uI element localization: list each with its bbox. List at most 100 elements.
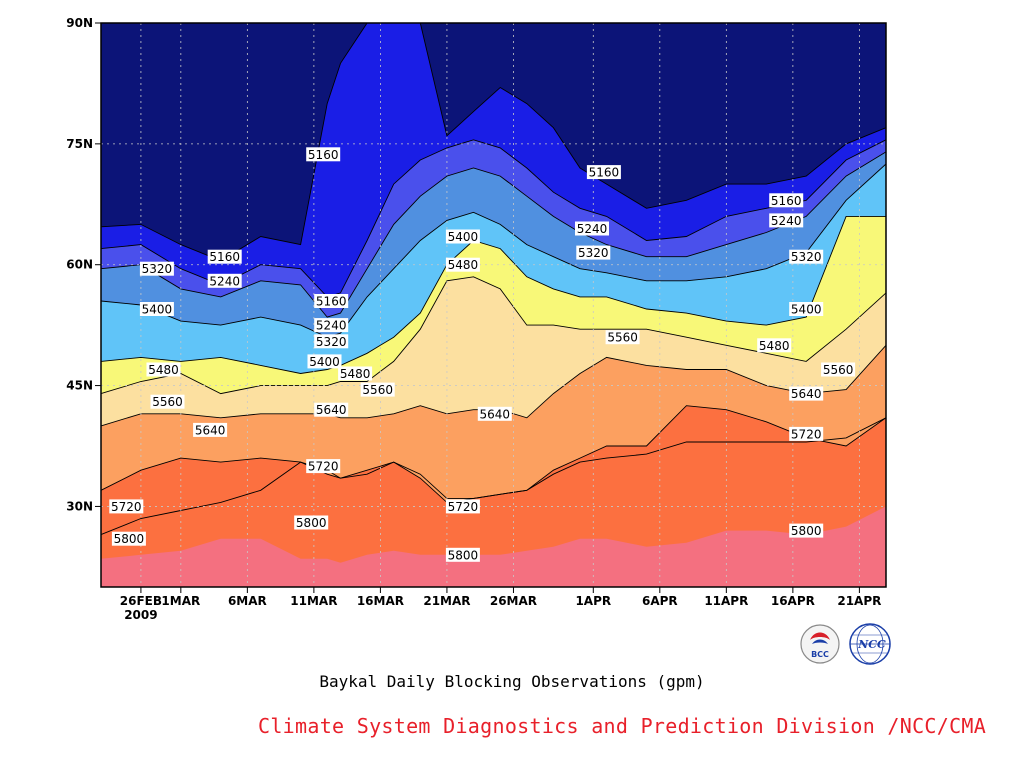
contour-label-5640: 5640	[480, 407, 511, 421]
contour-line-5800	[100, 417, 887, 536]
contour-label-5480: 5480	[448, 258, 479, 272]
bcc-logo-text: BCC	[811, 650, 829, 659]
x-tick-label: 6APR	[642, 594, 678, 608]
contour-label-bg	[139, 261, 174, 276]
contour-label-bg	[789, 386, 824, 401]
x-tick-label: 1APR	[575, 594, 611, 608]
contour-label-5400: 5400	[791, 303, 822, 317]
x-tick-label: 1MAR	[161, 594, 200, 608]
contour-label-5640: 5640	[791, 387, 822, 401]
contour-label-5800: 5800	[114, 532, 145, 546]
contour-label-5320: 5320	[142, 262, 173, 276]
contour-label-bg	[109, 499, 144, 514]
plot-frame	[100, 22, 887, 588]
contour-label-5720: 5720	[448, 500, 479, 514]
contour-label-5800: 5800	[791, 524, 822, 538]
contour-label-bg	[338, 366, 373, 381]
contour-label-5160: 5160	[316, 295, 347, 309]
contour-label-bg	[207, 249, 242, 264]
contour-label-5480: 5480	[759, 339, 790, 353]
contour-label-bg	[757, 338, 792, 353]
contour-label-5400: 5400	[142, 303, 173, 317]
x-year-label: 2009	[124, 608, 157, 622]
contour-label-bg	[605, 330, 640, 345]
x-tick-label: 21MAR	[423, 594, 470, 608]
contour-label-5160: 5160	[771, 194, 802, 208]
contour-label-bg	[139, 302, 174, 316]
contour-label-5640: 5640	[316, 403, 347, 417]
contour-label-bg	[445, 547, 480, 562]
contour-line-layer	[100, 22, 887, 536]
contour-label-5720: 5720	[791, 427, 822, 441]
contour-label-bg	[314, 402, 349, 417]
contour-label-layer: 5160516053205240540054805560564057205800…	[109, 147, 856, 562]
logo-group: BCC NCC	[800, 622, 896, 666]
contour-label-5560: 5560	[152, 395, 183, 409]
contour-label-bg	[445, 499, 480, 514]
y-tick-label: 60N	[66, 258, 93, 272]
contour-line-5560	[100, 276, 887, 395]
contour-label-bg	[769, 213, 804, 228]
y-tick-label: 90N	[66, 16, 93, 30]
contour-label-5560: 5560	[362, 383, 393, 397]
y-tick-label: 75N	[66, 137, 93, 151]
contour-label-bg	[789, 523, 824, 538]
contour-label-5160: 5160	[589, 166, 620, 180]
contour-label-5160: 5160	[308, 148, 339, 162]
x-tick-label: 16MAR	[357, 594, 404, 608]
y-tick-label: 45N	[66, 379, 93, 393]
contour-label-5240: 5240	[771, 214, 802, 228]
fill-band-5880	[101, 506, 886, 587]
grid-layer	[101, 23, 886, 587]
contour-label-5640: 5640	[195, 423, 226, 437]
contour-label-bg	[789, 249, 824, 264]
contour-label-bg	[146, 362, 181, 377]
contour-label-5800: 5800	[296, 516, 327, 530]
x-tick-label: 11APR	[704, 594, 748, 608]
contour-label-5560: 5560	[823, 363, 854, 377]
contour-line-5640	[100, 344, 887, 427]
contour-label-5400: 5400	[309, 355, 340, 369]
bcc-logo-icon: BCC	[800, 624, 840, 664]
ncc-logo-icon: NCC	[849, 623, 891, 665]
contour-label-5480: 5480	[340, 367, 371, 381]
contour-label-5240: 5240	[316, 319, 347, 333]
contour-label-5320: 5320	[791, 250, 822, 264]
contour-label-bg	[769, 193, 804, 208]
contour-label-bg	[207, 273, 242, 288]
contour-label-bg	[314, 334, 349, 349]
x-tick-label: 21APR	[837, 594, 881, 608]
contour-label-bg	[294, 515, 329, 530]
contour-label-5560: 5560	[607, 331, 638, 345]
chart-caption: Baykal Daily Blocking Observations (gpm)	[319, 672, 705, 691]
contour-label-bg	[575, 221, 609, 236]
contour-label-5240: 5240	[209, 274, 240, 288]
x-tick-label: 26MAR	[490, 594, 537, 608]
contour-label-bg	[789, 302, 824, 316]
contour-line-5160	[100, 22, 887, 262]
x-tick-label: 26FEB	[120, 594, 162, 608]
axes-layer: 30N 45N 60N 75N 90N 26FEB 1MAR 6MAR 11MAR 16MAR 21…	[66, 16, 881, 622]
contour-label-bg	[445, 257, 480, 272]
contour-line-5320	[100, 151, 887, 318]
contour-label-5800: 5800	[448, 548, 479, 562]
contour-label-5720: 5720	[111, 500, 142, 514]
contour-label-bg	[360, 382, 395, 397]
contour-label-bg	[150, 394, 185, 409]
contour-label-bg	[193, 422, 228, 437]
x-tick-label: 16APR	[771, 594, 815, 608]
contour-label-5320: 5320	[578, 246, 609, 260]
contour-label-5240: 5240	[577, 222, 608, 236]
fill-band-5800	[101, 405, 886, 587]
contour-label-5480: 5480	[148, 363, 179, 377]
contour-label-5160: 5160	[209, 250, 240, 264]
contour-label-bg	[314, 318, 349, 333]
contour-label-bg	[576, 245, 611, 260]
contour-label-5400: 5400	[448, 230, 479, 244]
contour-label-bg	[314, 294, 349, 308]
contour-label-bg	[307, 354, 342, 369]
contour-label-bg	[445, 229, 480, 244]
x-tick-label: 6MAR	[228, 594, 267, 608]
contour-label-bg	[586, 165, 621, 180]
contour-label-5720: 5720	[308, 460, 339, 474]
